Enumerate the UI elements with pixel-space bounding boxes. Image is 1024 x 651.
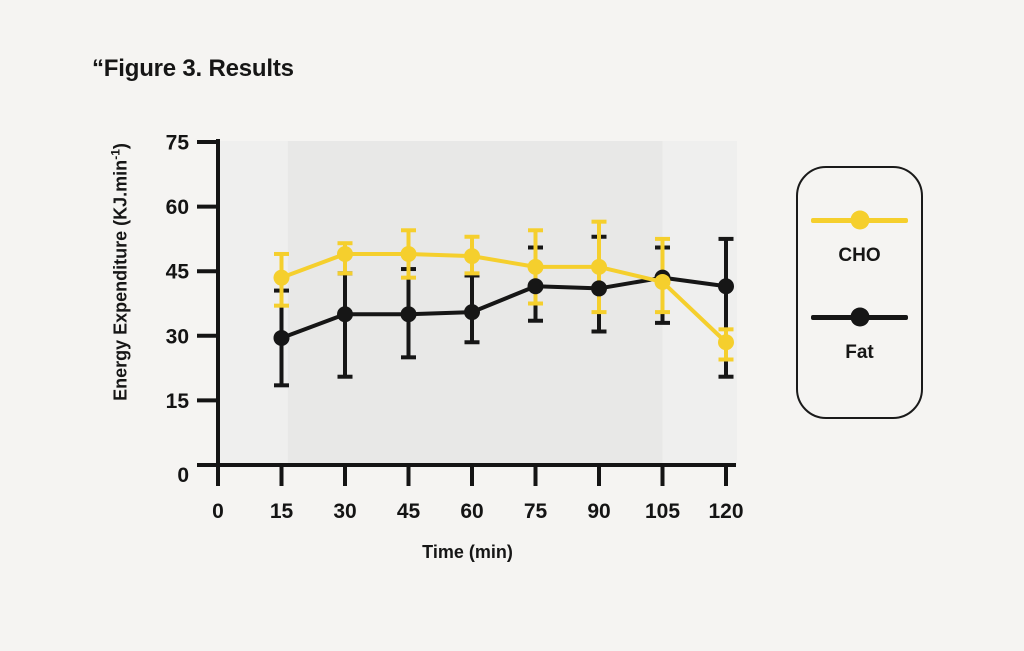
fat-data-point-15	[273, 329, 290, 346]
fat-data-point-30	[337, 306, 353, 323]
cho-data-point-90	[591, 258, 607, 275]
y-tick-label-75: 75	[166, 132, 190, 155]
legend-item-cho: CHO	[811, 210, 908, 307]
fat-data-point-45	[400, 306, 417, 323]
y-axis-label-text: Energy Expenditure (KJ.min	[110, 159, 131, 401]
y-tick-label-60: 60	[166, 196, 189, 219]
legend-item-fat: Fat	[811, 307, 908, 364]
y-tick-label-0: 0	[177, 464, 189, 487]
cho-data-point-30	[337, 245, 353, 262]
x-tick-label-90: 90	[587, 500, 610, 523]
x-tick-label-45: 45	[397, 500, 421, 523]
cho-series-marker-icon	[811, 210, 908, 230]
legend-label-cho: CHO	[838, 245, 881, 266]
y-axis-label-superscript: -1	[108, 149, 123, 160]
fat-data-point-75	[527, 278, 544, 295]
cho-data-point-105	[654, 273, 671, 290]
cho-data-point-120	[718, 334, 734, 351]
y-tick-label-15: 15	[166, 390, 190, 413]
fat-data-point-60	[464, 304, 480, 321]
cho-data-point-45	[400, 245, 417, 262]
cho-data-point-75	[527, 258, 544, 275]
x-tick-label-30: 30	[333, 500, 356, 523]
cho-data-point-15	[273, 269, 290, 286]
figure-title: “Figure 3. Results	[92, 55, 294, 82]
fat-data-point-120	[718, 278, 734, 295]
cho-legend-dot	[850, 210, 869, 230]
y-tick-label-45: 45	[166, 261, 190, 284]
x-tick-label-120: 120	[708, 500, 743, 523]
x-tick-label-60: 60	[460, 500, 483, 523]
x-tick-label-15: 15	[270, 500, 294, 523]
x-axis-label: Time (min)	[422, 542, 513, 562]
fat-series-marker-icon	[811, 307, 908, 327]
y-axis-label: Energy Expenditure (KJ.min-1)	[109, 143, 132, 401]
y-axis-label-close: )	[110, 143, 131, 150]
fat-legend-dot	[850, 307, 869, 327]
cho-data-point-60	[464, 248, 480, 265]
cho-line	[279, 251, 728, 345]
y-tick-label-30: 30	[166, 325, 189, 348]
legend: CHO Fat	[796, 166, 923, 419]
fat-data-point-90	[591, 280, 607, 297]
x-tick-label-75: 75	[524, 500, 548, 523]
legend-label-fat: Fat	[845, 342, 874, 363]
x-tick-label-105: 105	[645, 500, 680, 523]
x-tick-label-0: 0	[212, 500, 224, 523]
